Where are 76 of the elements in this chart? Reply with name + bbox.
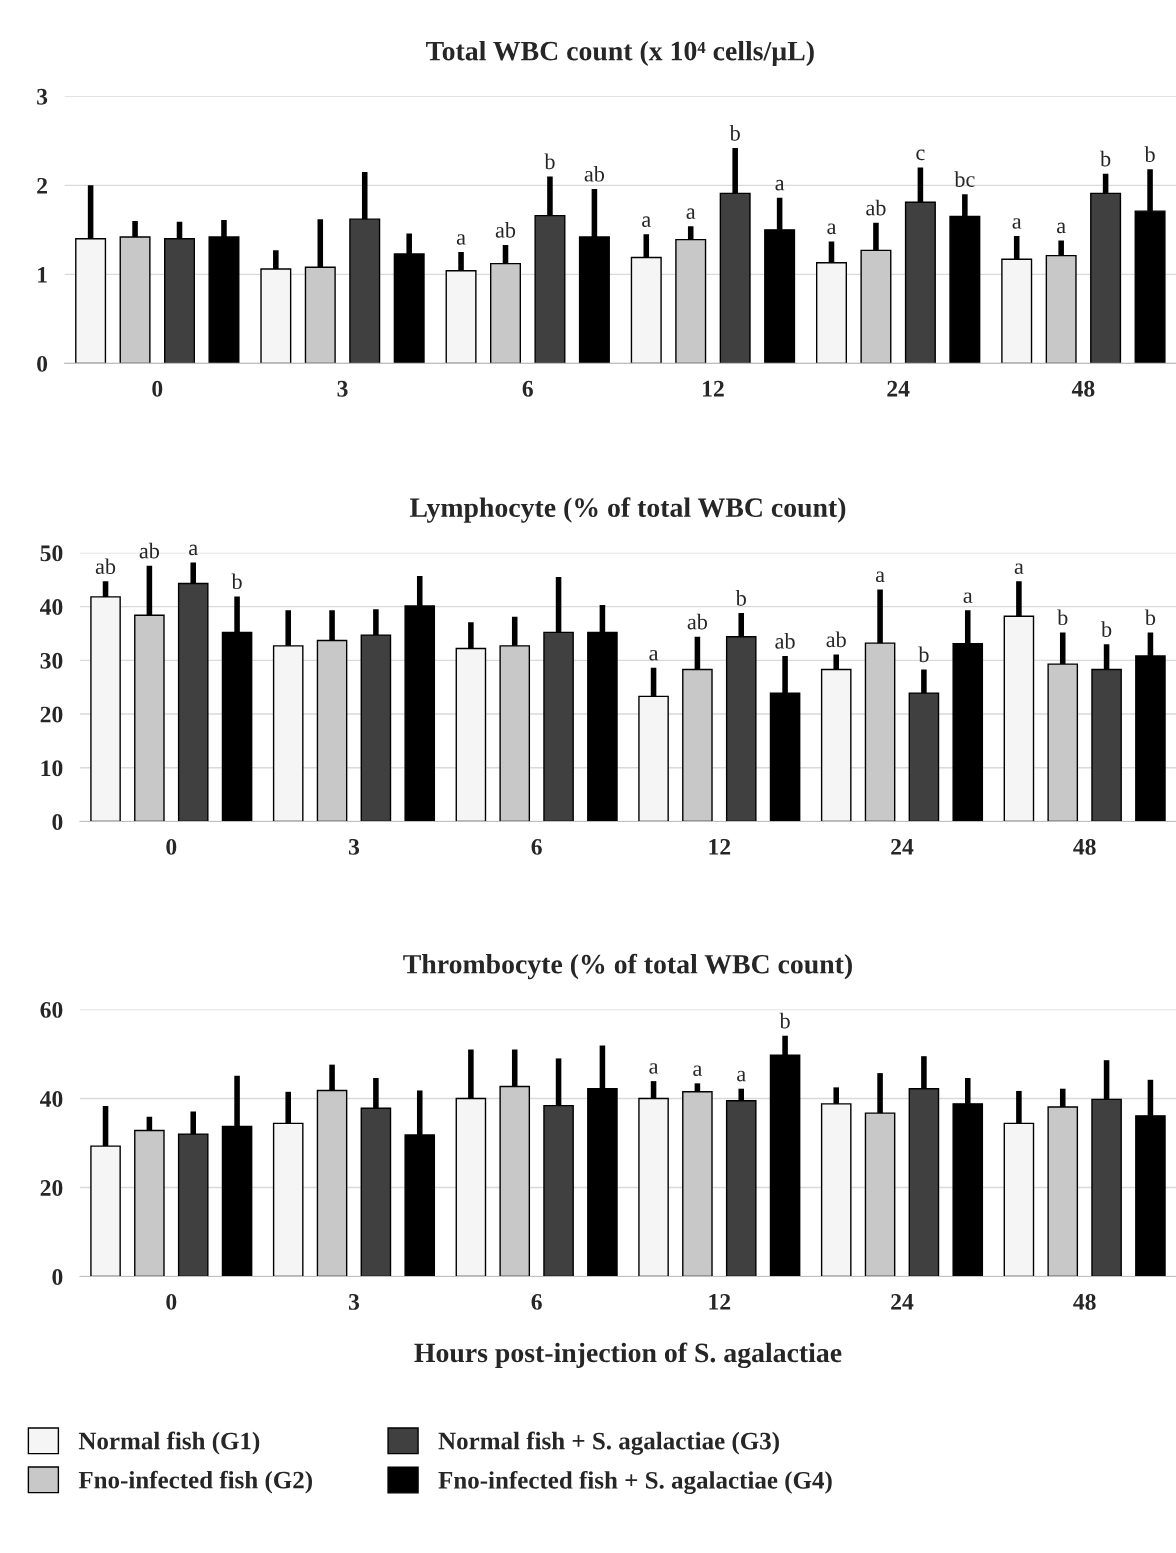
data-label: b <box>735 590 746 606</box>
data-label: a <box>1014 563 1024 575</box>
x-tick-label: 3 <box>348 1293 360 1310</box>
x-tick-label: 24 <box>887 380 910 397</box>
data-label: a <box>456 234 466 245</box>
data-label: a <box>649 1063 659 1074</box>
y-tick-label: 3 <box>37 88 48 105</box>
x-tick-label: 0 <box>166 838 177 855</box>
y-tick-label: 40 <box>40 599 63 616</box>
data-label: a <box>827 223 837 235</box>
x-tick-label: 3 <box>348 838 360 855</box>
legend-label: Normal fish (G1) <box>78 1431 260 1455</box>
x-axis-title: Hours post-injection of S. agalactiae <box>414 1342 842 1369</box>
y-tick-label: 1 <box>38 266 47 283</box>
data-label: b <box>544 153 555 170</box>
y-tick-label: 20 <box>40 1180 63 1196</box>
y-tick-label: 10 <box>41 760 63 777</box>
data-label: b <box>1057 609 1068 626</box>
y-tick-label: 0 <box>37 355 48 372</box>
y-tick-label: 50 <box>40 545 63 562</box>
y-tick-label: 60 <box>40 1001 63 1018</box>
y-tick-label: 2 <box>37 177 47 194</box>
data-label: ab <box>687 613 708 630</box>
data-label: a <box>775 179 785 191</box>
x-tick-label: 24 <box>891 1293 914 1310</box>
data-label: a <box>189 544 198 556</box>
data-label: a <box>875 571 885 583</box>
y-tick-label: 20 <box>40 706 63 723</box>
data-label: a <box>649 649 659 661</box>
data-label: ab <box>866 199 886 216</box>
y-tick-label: 0 <box>52 814 63 830</box>
x-tick-label: 48 <box>1073 838 1096 855</box>
data-label: c <box>916 149 925 161</box>
data-label: ab <box>139 542 160 559</box>
x-tick-label: 48 <box>1071 380 1095 397</box>
x-tick-label: 3 <box>337 380 348 397</box>
x-tick-label: 6 <box>522 380 533 397</box>
data-label: b <box>1144 609 1156 626</box>
x-tick-label: 6 <box>531 1293 542 1310</box>
x-tick-label: 0 <box>152 380 163 397</box>
x-tick-label: 48 <box>1073 1293 1096 1310</box>
data-label: ab <box>495 222 516 238</box>
data-label: a <box>963 592 973 604</box>
data-label: a <box>737 1070 746 1082</box>
legend-label: Fno-infected fish (G2) <box>78 1470 312 1494</box>
data-label: b <box>779 1012 790 1029</box>
legend-label: Normal fish + S. agalactiae (G3) <box>438 1431 779 1455</box>
x-tick-label: 6 <box>531 838 542 855</box>
legend-label: Fno-infected fish + S. agalactiae (G4) <box>438 1470 832 1494</box>
data-label: b <box>231 573 242 590</box>
data-label: a <box>1057 222 1066 234</box>
chart-title: Lymphocyte (% of total WBC count) <box>409 497 846 523</box>
data-label: bc <box>954 171 975 187</box>
data-label: b <box>729 125 740 141</box>
data-label: b <box>1101 621 1112 637</box>
chart-title: Total WBC count (x 10⁴ cells/µL) <box>426 40 814 67</box>
x-tick-label: 12 <box>703 380 724 397</box>
data-label: b <box>918 646 929 663</box>
data-label: ab <box>584 165 605 182</box>
data-label: a <box>1012 218 1022 229</box>
y-tick-label: 30 <box>40 652 63 669</box>
data-label: b <box>1144 146 1155 163</box>
y-tick-label: 0 <box>52 1269 63 1285</box>
x-tick-label: 12 <box>709 838 731 855</box>
chart-title: Thrombocyte (% of total WBC count) <box>403 953 852 980</box>
data-label: ab <box>95 558 116 575</box>
data-label: ab <box>775 633 795 649</box>
x-tick-label: 12 <box>709 1293 731 1310</box>
data-label: a <box>642 216 651 227</box>
data-label: a <box>686 208 696 219</box>
data-label: a <box>693 1065 703 1077</box>
x-tick-label: 24 <box>891 838 914 855</box>
y-tick-label: 40 <box>40 1090 63 1107</box>
x-tick-label: 0 <box>166 1293 177 1310</box>
data-label: b <box>1100 150 1111 167</box>
data-label: ab <box>826 631 846 648</box>
